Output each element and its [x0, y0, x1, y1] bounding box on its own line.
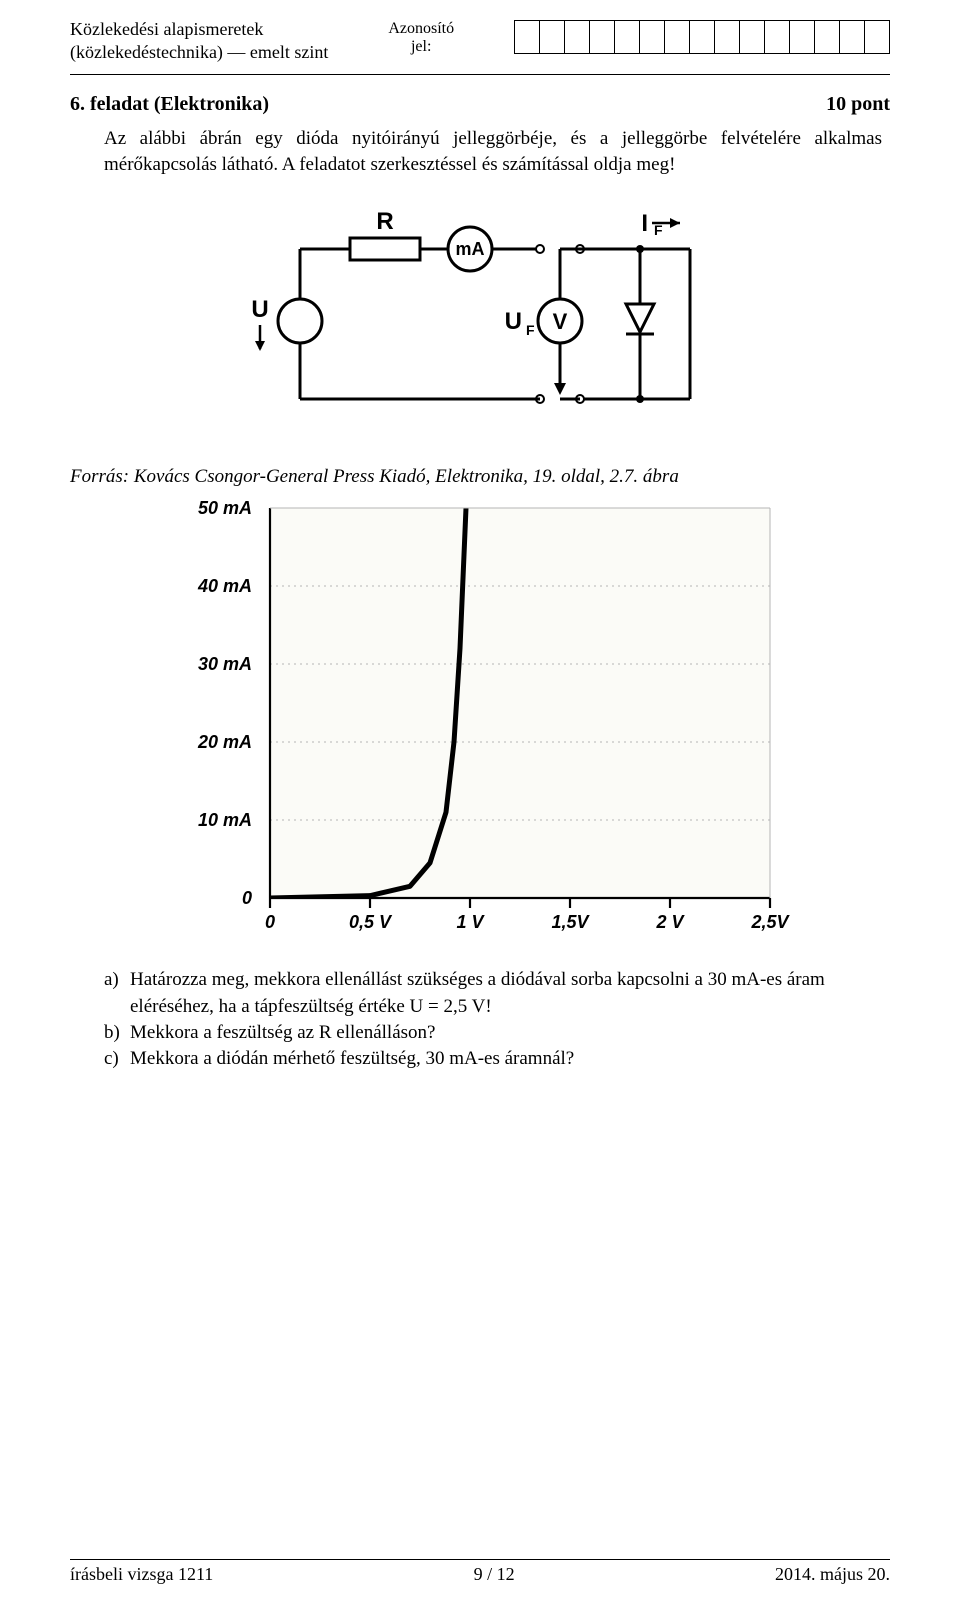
svg-text:2,5V: 2,5V [750, 912, 790, 932]
svg-text:20 mA: 20 mA [197, 732, 252, 752]
id-box [864, 20, 890, 54]
svg-text:0: 0 [242, 888, 252, 908]
header-left: Közlekedési alapismeretek (közlekedéstec… [70, 18, 328, 64]
header-id-label: Azonosító jel: [388, 20, 454, 57]
source-citation: Forrás: Kovács Csongor-General Press Kia… [70, 466, 890, 488]
id-box [789, 20, 815, 54]
svg-text:30 mA: 30 mA [198, 654, 252, 674]
footer-center: 9 / 12 [474, 1564, 515, 1585]
svg-text:I: I [641, 210, 648, 237]
header-subject-line1: Közlekedési alapismeretek [70, 18, 328, 41]
question-c-text: Mekkora a diódán mérhető feszültség, 30 … [130, 1046, 890, 1072]
id-box [814, 20, 840, 54]
footer-divider [70, 1559, 890, 1560]
question-a: a) Határozza meg, mekkora ellenállást sz… [104, 967, 890, 1019]
svg-text:0: 0 [265, 912, 275, 932]
question-b: b) Mekkora a feszültség az R ellenálláso… [104, 1020, 890, 1046]
id-boxes [514, 20, 890, 54]
id-box [589, 20, 615, 54]
id-box [664, 20, 690, 54]
diode-chart: 10 mA 20 mA 30 mA 40 mA 50 mA 0 0,5 V 1 V 1,5V 2 … [70, 498, 890, 943]
svg-text:0,5 V: 0,5 V [349, 912, 393, 932]
id-label-line2: jel: [388, 38, 454, 56]
id-box [639, 20, 665, 54]
task-description: Az alábbi ábrán egy dióda nyitóirányú je… [104, 126, 882, 177]
header-subject-line2: (közlekedéstechnika) — emelt szint [70, 41, 328, 64]
id-box [564, 20, 590, 54]
page-footer: írásbeli vizsga 1211 9 / 12 2014. május … [70, 1559, 890, 1585]
question-b-text: Mekkora a feszültség az R ellenálláson? [130, 1020, 890, 1046]
svg-text:V: V [553, 309, 568, 334]
question-c: c) Mekkora a diódán mérhető feszültség, … [104, 1046, 890, 1072]
svg-text:40 mA: 40 mA [197, 576, 252, 596]
question-c-marker: c) [104, 1046, 130, 1072]
svg-text:50 mA: 50 mA [198, 498, 252, 518]
footer-left: írásbeli vizsga 1211 [70, 1564, 213, 1585]
id-box [714, 20, 740, 54]
question-b-marker: b) [104, 1020, 130, 1046]
task-points: 10 pont [826, 93, 890, 116]
svg-text:R: R [376, 208, 393, 235]
id-box [739, 20, 765, 54]
svg-text:U: U [505, 308, 522, 335]
question-a-text: Határozza meg, mekkora ellenállást szüks… [130, 967, 890, 1019]
task-number: 6. feladat (Elektronika) [70, 93, 269, 116]
footer-right: 2014. május 20. [775, 1564, 890, 1585]
id-box [514, 20, 540, 54]
svg-text:2 V: 2 V [655, 912, 685, 932]
id-box [689, 20, 715, 54]
svg-text:10 mA: 10 mA [198, 810, 252, 830]
svg-text:1 V: 1 V [456, 912, 485, 932]
id-box [614, 20, 640, 54]
circuit-diagram: RmAIFUVUF [70, 199, 890, 444]
svg-text:F: F [654, 222, 663, 238]
svg-text:1,5V: 1,5V [551, 912, 590, 932]
question-a-marker: a) [104, 967, 130, 1019]
id-box [839, 20, 865, 54]
id-box [764, 20, 790, 54]
task-header: 6. feladat (Elektronika) 10 pont [70, 93, 890, 116]
header-divider [70, 74, 890, 75]
questions-block: a) Határozza meg, mekkora ellenállást sz… [104, 967, 890, 1072]
svg-text:U: U [251, 296, 268, 323]
id-box [539, 20, 565, 54]
id-label-line1: Azonosító [388, 20, 454, 38]
svg-text:mA: mA [455, 239, 484, 259]
page-header: Közlekedési alapismeretek (közlekedéstec… [70, 18, 890, 64]
svg-text:F: F [526, 322, 535, 338]
